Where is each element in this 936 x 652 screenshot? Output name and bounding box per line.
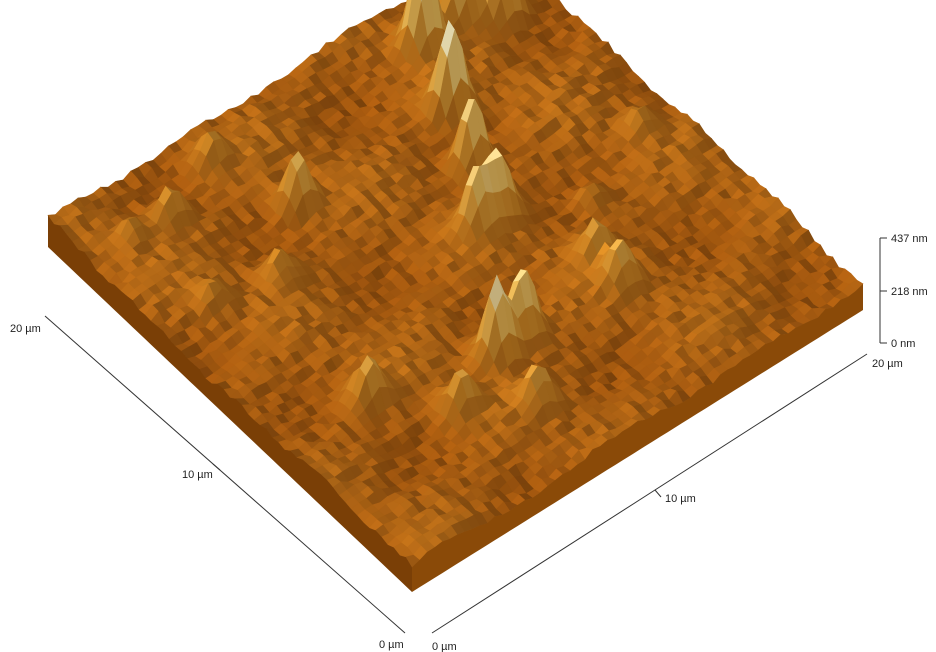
- x-axis-label-0: 0 µm: [432, 641, 457, 652]
- axis-labels: 20 µm 10 µm 0 µm 0 µm 10 µm 20 µm 437 nm…: [10, 233, 928, 652]
- y-axis-label-10: 10 µm: [182, 469, 213, 481]
- z-axis-label-218: 218 nm: [891, 286, 928, 298]
- y-axis-label-20: 20 µm: [10, 323, 41, 335]
- x-tick-10: [654, 489, 662, 498]
- surface-front-edge-y: [48, 215, 412, 593]
- x-axis-line: [431, 353, 868, 634]
- surface-front-edge-x: [412, 283, 863, 592]
- y-axis-line: [44, 315, 406, 634]
- z-axis-label-0: 0 nm: [891, 338, 915, 350]
- z-axis-label-437: 437 nm: [891, 233, 928, 245]
- x-axis-label-20: 20 µm: [872, 358, 903, 370]
- x-axis-label-10: 10 µm: [665, 493, 696, 505]
- height-surface: [47, 0, 864, 593]
- y-tick-10: [212, 463, 221, 471]
- axis-frame: [44, 237, 887, 634]
- y-axis-label-0: 0 µm: [379, 639, 404, 651]
